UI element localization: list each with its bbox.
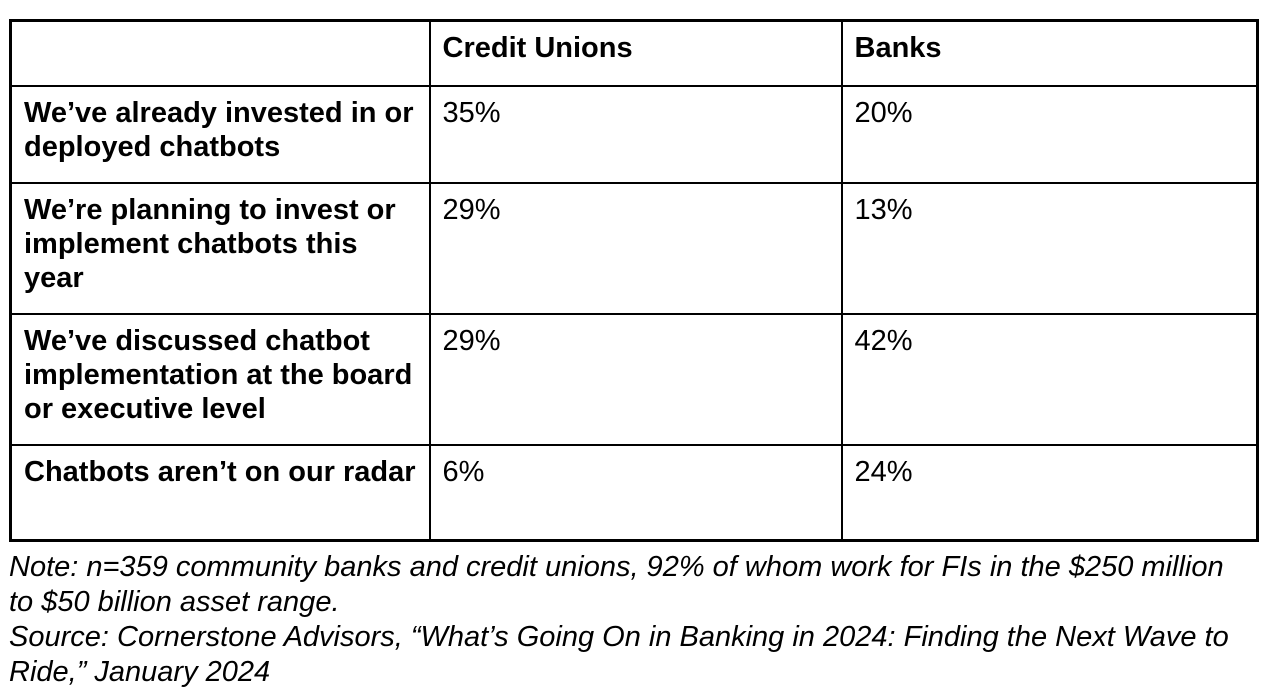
table-row: We’ve discussed chatbot implementation a…	[9, 312, 1259, 446]
page: Credit Unions Banks We’ve already invest…	[9, 19, 1259, 690]
value-invested-credit-unions: 35%	[428, 84, 843, 184]
row-label-discussed: We’ve discussed chatbot implementation a…	[9, 312, 431, 446]
value-not-on-radar-banks: 24%	[840, 443, 1259, 542]
note-text: Note: n=359 community banks and credit u…	[9, 551, 1224, 618]
header-banks: Banks	[840, 19, 1259, 87]
header-blank-cell	[9, 19, 431, 87]
table-row: Chatbots aren’t on our radar 6% 24%	[9, 443, 1259, 542]
value-planning-banks: 13%	[840, 181, 1259, 315]
table-footnotes: Note: n=359 community banks and credit u…	[9, 550, 1249, 690]
value-discussed-banks: 42%	[840, 312, 1259, 446]
row-label-planning: We’re planning to invest or implement ch…	[9, 181, 431, 315]
chatbot-survey-table: Credit Unions Banks We’ve already invest…	[9, 19, 1259, 542]
table-header-row: Credit Unions Banks	[9, 19, 1259, 87]
value-invested-banks: 20%	[840, 84, 1259, 184]
table-row: We’re planning to invest or implement ch…	[9, 181, 1259, 315]
value-planning-credit-unions: 29%	[428, 181, 843, 315]
row-label-not-on-radar: Chatbots aren’t on our radar	[9, 443, 431, 542]
value-not-on-radar-credit-unions: 6%	[428, 443, 843, 542]
value-discussed-credit-unions: 29%	[428, 312, 843, 446]
header-credit-unions: Credit Unions	[428, 19, 843, 87]
source-text: Source: Cornerstone Advisors, “What’s Go…	[9, 621, 1229, 688]
row-label-invested: We’ve already invested in or deployed ch…	[9, 84, 431, 184]
table-row: We’ve already invested in or deployed ch…	[9, 84, 1259, 184]
